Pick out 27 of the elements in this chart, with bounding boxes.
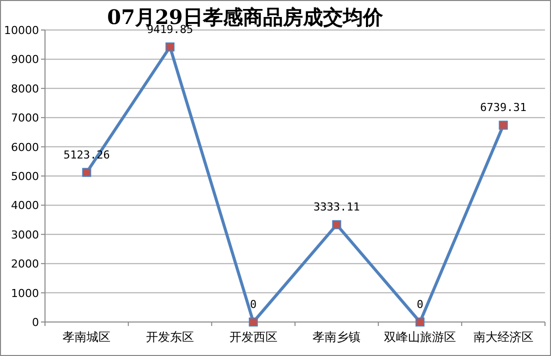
x-tick-label: 开发东区	[146, 330, 194, 344]
point	[498, 120, 508, 130]
y-tick-label: 2000	[11, 258, 39, 271]
point	[416, 318, 424, 326]
y-tick-label: 3000	[11, 228, 39, 242]
data-label: 6739.31	[480, 101, 527, 114]
data-label: 3333.11	[313, 200, 360, 214]
data-label: 0	[250, 298, 257, 311]
x-tick-label: 南大经济区	[473, 330, 534, 344]
y-tick-label: 10000	[4, 24, 39, 37]
y-tick-label: 7000	[11, 112, 39, 125]
point	[332, 220, 342, 230]
x-tick-label: 孝南城区	[62, 330, 111, 344]
y-tick-label: 6000	[11, 140, 39, 154]
x-tick-label: 双峰山旅游区	[384, 330, 456, 344]
y-tick-label: 0	[32, 316, 39, 329]
y-tick-label: 8000	[11, 82, 39, 96]
y-tick-label: 4000	[11, 199, 39, 212]
y-tick-label: 9000	[11, 53, 39, 66]
y-tick-label: 1000	[11, 286, 39, 300]
point	[248, 318, 258, 326]
x-tick-label: 开发西区	[229, 330, 278, 344]
point	[166, 42, 174, 52]
y-tick-label: 5000	[11, 170, 39, 183]
data-label: 0	[416, 298, 424, 311]
x-tick-label: 孝南乡镇	[312, 330, 361, 344]
point	[82, 168, 92, 177]
